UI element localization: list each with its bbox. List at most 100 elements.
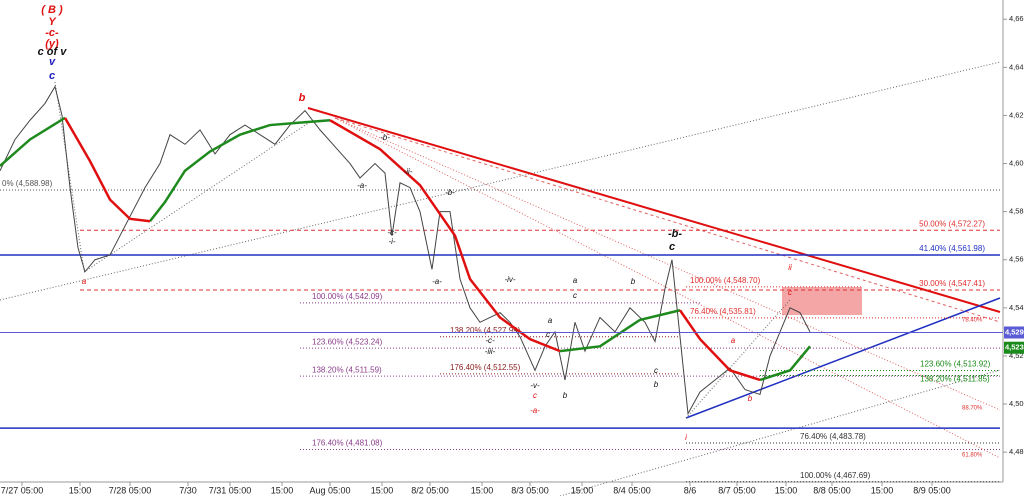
x-tick-label: 15:00	[571, 485, 594, 495]
ratio-label: 61.80%	[962, 453, 983, 459]
wave-label: a	[731, 336, 736, 345]
x-tick-label: 15:00	[371, 485, 394, 495]
trend-line	[334, 117, 1001, 323]
wave-label: c	[573, 291, 577, 300]
wave-label: c	[788, 288, 792, 297]
x-tick-label: 15:00	[471, 485, 494, 495]
level-label: 76.40% (4,483.78)	[800, 432, 866, 441]
wave-label: b	[631, 277, 636, 286]
wave-label: c	[49, 70, 55, 82]
ratio-label: 78.40%	[962, 318, 983, 324]
moving-average	[0, 116, 811, 382]
x-tick-label: Aug 05:00	[309, 485, 350, 495]
wave-label: ( B )	[41, 4, 63, 16]
trend-line	[54, 81, 85, 271]
wave-label: b	[654, 380, 659, 389]
wave-label: -b-	[668, 228, 682, 240]
trend-line	[334, 117, 1001, 459]
level-label: 176.40% (4,512.55)	[450, 363, 521, 372]
wave-label: c	[654, 366, 658, 375]
level-label: 50.00% (4,572.27)	[919, 219, 985, 228]
level-label: 123.60% (4,523.24)	[312, 337, 383, 346]
ratio-label: 88.70%	[962, 406, 983, 412]
wave-label: b	[748, 394, 753, 403]
wave-label: (y)	[45, 38, 59, 50]
y-tick-label: 4,560.00	[1009, 255, 1024, 264]
wave-label: -a-	[357, 181, 367, 190]
level-label: 100.00% (4,542.09)	[312, 292, 383, 301]
wave-label: -iii-	[485, 347, 496, 356]
wave-label: v	[49, 56, 56, 68]
wave-label: c	[669, 241, 675, 253]
level-label: 100.00% (4,467.69)	[800, 471, 871, 480]
level-label: 138.20% (4,511.85)	[920, 375, 990, 384]
y-tick-label: 4,520.00	[1009, 351, 1024, 360]
wave-label: -ii-	[404, 167, 413, 176]
x-tick-label: 15:00	[271, 485, 294, 495]
wave-label: -iv-	[504, 275, 515, 284]
level-label: 30.00% (4,547.41)	[919, 279, 985, 288]
x-tick-label: 8/3 05:00	[511, 485, 549, 495]
price-marker-label: 4,523.41	[1005, 343, 1024, 352]
wave-label: c	[546, 330, 550, 339]
trend-line	[0, 61, 1001, 301]
x-tick-label: 8/2 05:00	[411, 485, 449, 495]
y-tick-label: 4,660.00	[1009, 14, 1024, 23]
wave-label: a	[82, 277, 87, 286]
y-tick-label: 4,540.00	[1009, 303, 1024, 312]
trend-line	[559, 369, 1001, 496]
x-tick-label: 7/27 05:00	[1, 485, 44, 495]
x-tick-label: 8/9 05:00	[913, 485, 951, 495]
wave-label: c	[533, 391, 537, 400]
x-tick-label: 15:00	[69, 485, 92, 495]
price-marker	[1004, 326, 1024, 339]
wave-label: b	[299, 92, 306, 104]
level-label: 123.60% (4,513.92)	[920, 360, 991, 369]
wave-label: Y	[48, 16, 57, 28]
level-label: 138.20% (4,527.99)	[450, 326, 521, 335]
y-tick-label: 4,640.00	[1009, 62, 1024, 71]
trend-line	[307, 107, 1001, 313]
y-tick-label: 4,480.00	[1009, 447, 1024, 456]
wave-label: -c-	[387, 228, 397, 237]
wave-label: -v-	[530, 381, 540, 390]
wave-label: b	[563, 391, 568, 400]
wave-label: -b-	[445, 188, 455, 197]
y-tick-label: 4,620.00	[1009, 110, 1024, 119]
wave-label: -a-	[432, 277, 442, 286]
wave-label: a	[573, 276, 578, 285]
x-tick-label: 8/4 05:00	[613, 485, 651, 495]
wave-label: -b-	[380, 133, 390, 142]
y-tick-label: 4,500.00	[1009, 399, 1024, 408]
price-marker	[1004, 341, 1024, 354]
trend-line	[83, 121, 311, 273]
wave-label: -c-	[45, 27, 59, 39]
x-tick-label: 8/6	[684, 485, 697, 495]
level-label: 41.40% (4,561.98)	[919, 244, 985, 253]
x-tick-label: 7/31 05:00	[209, 485, 252, 495]
x-tick-label: 15:00	[775, 485, 798, 495]
wave-label: ii	[788, 263, 792, 272]
price-line	[0, 85, 811, 416]
x-tick-label: 7/30	[179, 485, 197, 495]
y-tick-label: 4,600.00	[1009, 159, 1024, 168]
wave-label: c of v	[38, 46, 68, 58]
wave-label: -c-	[485, 336, 495, 345]
target-zone	[782, 287, 862, 315]
level-label: 100.00% (4,548.70)	[690, 276, 761, 285]
x-tick-label: 8/8 05:00	[813, 485, 851, 495]
trend-line	[685, 299, 791, 419]
x-tick-label: 7/28 05:00	[109, 485, 152, 495]
level-label: 76.40% (4,535.81)	[690, 307, 756, 316]
level-label: 138.20% (4,511.59)	[312, 365, 382, 374]
y-tick-label: 4,580.00	[1009, 207, 1024, 216]
x-tick-label: 15:00	[871, 485, 894, 495]
wave-label: -a-	[530, 406, 540, 415]
level-label: 176.40% (4,481.08)	[312, 439, 383, 448]
price-marker-label: 4,529.75	[1005, 327, 1024, 336]
wave-label: -i-	[388, 237, 395, 246]
moving-average	[63, 117, 761, 382]
level-label: 0% (4,588.98)	[2, 179, 53, 188]
